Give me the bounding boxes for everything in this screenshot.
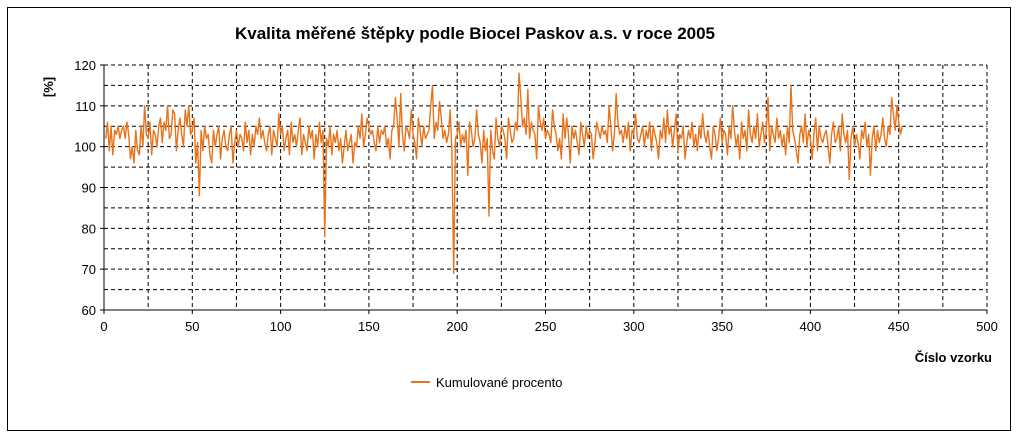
x-tick-label: 50 — [185, 319, 199, 334]
legend-label: Kumulované procento — [436, 375, 562, 390]
x-tick-label: 400 — [800, 319, 822, 334]
y-tick-label: 100 — [74, 140, 96, 155]
series-layer — [105, 72, 903, 274]
y-tick-label: 90 — [82, 181, 96, 196]
axes — [100, 64, 988, 314]
x-tick-label: 0 — [100, 319, 107, 334]
series-line — [105, 72, 903, 274]
y-tick-label: 70 — [82, 262, 96, 277]
chart-title: Kvalita měřené štěpky podle Biocel Pasko… — [235, 24, 715, 43]
x-tick-label: 250 — [535, 319, 557, 334]
grid — [104, 64, 988, 310]
legend: Kumulované procento — [411, 375, 562, 390]
x-tick-label: 350 — [711, 319, 733, 334]
y-tick-label: 110 — [75, 99, 96, 114]
x-tick-label: 450 — [888, 319, 910, 334]
y-tick-label: 60 — [82, 303, 96, 318]
x-axis-label: Číslo vzorku — [915, 350, 992, 365]
x-tick-label: 500 — [976, 319, 998, 334]
x-tick-label: 100 — [270, 319, 292, 334]
y-tick-label: 120 — [74, 58, 96, 73]
x-tick-label: 300 — [623, 319, 645, 334]
y-tick-label: 80 — [82, 221, 96, 236]
x-tick-label: 150 — [358, 319, 380, 334]
x-tick-label: 200 — [446, 319, 468, 334]
y-axis-label: [%] — [41, 77, 56, 97]
x-tick-labels: 0 50 100 150 200 250 300 350 400 450 500 — [100, 319, 997, 334]
y-tick-labels: 60 70 80 90 100 110 120 — [74, 58, 96, 318]
